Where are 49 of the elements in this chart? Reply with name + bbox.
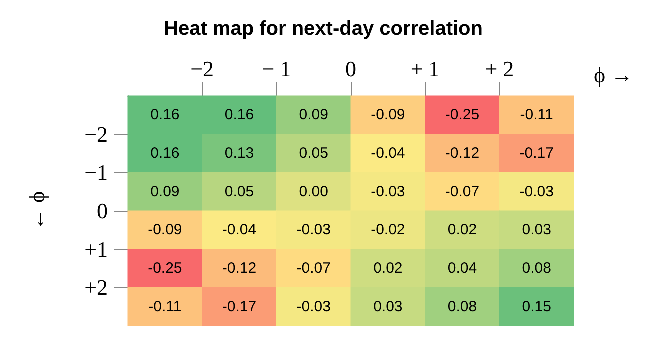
y-tick-label: −1 (84, 160, 108, 186)
data-label: -0.17 (520, 145, 554, 162)
data-label: 0.16 (224, 106, 254, 124)
data-label: -0.03 (296, 222, 331, 239)
data-label: -0.07 (296, 260, 331, 277)
data-label: 0.02 (374, 260, 403, 277)
data-label: 0.05 (224, 183, 254, 200)
x-tick-label: + 1 (410, 56, 440, 82)
x-tick-label: −2 (190, 56, 214, 82)
data-label: -0.11 (148, 298, 182, 316)
data-label: -0.07 (445, 183, 480, 200)
data-label: 0.02 (448, 222, 478, 239)
data-label: 0.03 (374, 298, 403, 316)
data-label: -0.09 (371, 106, 406, 124)
data-label: -0.25 (148, 260, 182, 277)
data-label: -0.17 (222, 298, 257, 316)
data-label: 0.15 (522, 298, 552, 316)
data-label: 0.05 (299, 145, 328, 162)
data-label: 0.13 (224, 145, 254, 162)
y-tick-label: +1 (84, 236, 108, 262)
data-label: 0.09 (150, 183, 180, 200)
y-tick-label: +2 (84, 275, 108, 300)
data-label: -0.11 (520, 106, 554, 124)
data-label: 0.00 (299, 183, 328, 200)
data-label: -0.03 (520, 183, 554, 200)
data-label: -0.25 (445, 106, 480, 124)
data-label: 0.03 (522, 222, 552, 239)
y-tick-label: −2 (84, 122, 108, 147)
data-label: 0.04 (448, 260, 478, 277)
data-label: 0.08 (522, 260, 552, 277)
data-label: -0.03 (371, 183, 406, 200)
data-label: 0.08 (448, 298, 478, 316)
data-label: -0.03 (296, 298, 331, 316)
data-label: -0.12 (222, 260, 257, 277)
x-tick-label: − 1 (262, 56, 292, 82)
chart-title: Heat map for next-day correlation (164, 18, 483, 40)
data-label: -0.09 (148, 222, 182, 239)
data-label: -0.02 (371, 222, 406, 239)
data-label: -0.04 (222, 222, 257, 239)
y-tick-label: 0 (97, 198, 108, 224)
data-label: 0.09 (299, 106, 328, 124)
data-label: 0.16 (150, 145, 180, 162)
x-axis-title: ϕ → (594, 62, 634, 88)
data-label: 0.16 (150, 106, 180, 124)
x-tick-label: + 2 (485, 56, 514, 82)
data-label: -0.12 (445, 145, 480, 162)
y-axis-title: ← ϕ (24, 191, 50, 231)
x-tick-label: 0 (346, 56, 356, 82)
data-label: -0.04 (371, 145, 406, 162)
